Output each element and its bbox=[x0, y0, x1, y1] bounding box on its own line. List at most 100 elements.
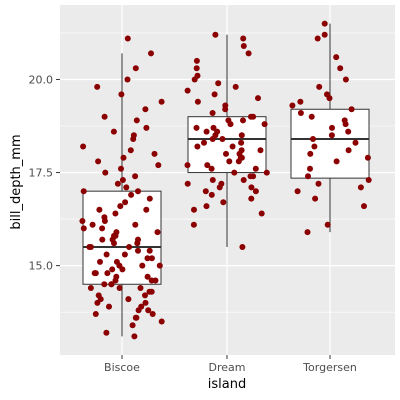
data-point bbox=[121, 251, 128, 258]
data-point bbox=[361, 203, 367, 210]
data-point bbox=[225, 117, 232, 124]
data-point bbox=[215, 80, 222, 87]
data-point bbox=[124, 35, 131, 42]
data-point bbox=[252, 165, 259, 172]
data-point bbox=[247, 173, 254, 180]
data-point bbox=[194, 143, 201, 150]
data-point bbox=[333, 54, 340, 61]
data-point bbox=[133, 117, 140, 124]
data-point bbox=[137, 285, 144, 291]
data-point bbox=[87, 285, 94, 291]
data-point bbox=[223, 150, 229, 157]
data-point bbox=[145, 307, 152, 314]
data-point bbox=[138, 303, 145, 310]
data-point bbox=[154, 229, 161, 236]
data-point bbox=[238, 139, 245, 146]
data-point bbox=[122, 199, 129, 206]
data-point bbox=[86, 244, 93, 250]
data-point bbox=[321, 20, 328, 27]
data-point bbox=[321, 31, 328, 38]
data-point bbox=[304, 229, 311, 236]
data-point bbox=[143, 206, 150, 213]
data-point bbox=[106, 303, 112, 310]
data-point bbox=[113, 229, 120, 236]
data-point bbox=[307, 165, 313, 172]
data-point bbox=[79, 218, 86, 224]
data-point bbox=[232, 83, 239, 90]
data-point bbox=[184, 87, 191, 94]
data-point bbox=[146, 288, 153, 295]
data-point bbox=[118, 91, 125, 98]
data-point bbox=[194, 72, 201, 79]
points-dream bbox=[184, 31, 270, 250]
data-point bbox=[124, 76, 131, 83]
data-point bbox=[328, 132, 335, 139]
data-point bbox=[94, 83, 101, 90]
data-point bbox=[240, 35, 247, 42]
data-point bbox=[135, 188, 141, 195]
data-point bbox=[128, 191, 135, 198]
data-point bbox=[108, 281, 115, 288]
data-point bbox=[348, 106, 355, 113]
data-point bbox=[238, 147, 245, 154]
data-point bbox=[255, 95, 261, 102]
data-point bbox=[131, 333, 138, 340]
data-point bbox=[345, 147, 352, 154]
x-tick-label: Dream bbox=[209, 361, 246, 374]
data-point bbox=[261, 121, 268, 128]
data-point bbox=[364, 154, 371, 161]
data-point bbox=[123, 184, 130, 191]
data-point bbox=[130, 132, 137, 139]
data-point bbox=[218, 180, 225, 187]
data-point bbox=[92, 311, 99, 317]
data-point bbox=[101, 281, 108, 288]
data-point bbox=[190, 221, 197, 228]
data-point bbox=[113, 258, 120, 265]
data-point bbox=[211, 91, 218, 98]
data-point bbox=[139, 262, 146, 269]
data-point bbox=[91, 270, 98, 277]
data-point bbox=[109, 266, 116, 273]
data-point bbox=[110, 128, 117, 135]
data-point bbox=[149, 311, 156, 317]
data-point bbox=[116, 285, 123, 291]
data-point bbox=[148, 50, 154, 57]
data-point bbox=[103, 251, 110, 258]
y-tick-label: 17.5 bbox=[29, 167, 54, 180]
data-point bbox=[252, 188, 259, 195]
data-point bbox=[203, 128, 210, 135]
data-point bbox=[203, 203, 210, 210]
data-point bbox=[257, 147, 264, 154]
points-torgersen bbox=[289, 20, 372, 236]
data-point bbox=[99, 236, 106, 243]
data-point bbox=[248, 184, 255, 191]
data-point bbox=[297, 98, 304, 105]
data-point bbox=[226, 158, 233, 165]
data-point bbox=[158, 98, 165, 105]
data-point bbox=[135, 236, 141, 243]
data-point bbox=[220, 199, 227, 206]
data-point bbox=[101, 214, 108, 221]
data-point bbox=[119, 177, 126, 183]
data-point bbox=[142, 299, 149, 306]
data-point bbox=[193, 65, 200, 72]
jitter-points bbox=[79, 20, 372, 340]
data-point bbox=[337, 65, 344, 72]
data-point bbox=[155, 162, 162, 169]
data-point bbox=[231, 169, 238, 176]
data-point bbox=[342, 76, 349, 83]
data-point bbox=[341, 117, 348, 124]
data-point bbox=[294, 188, 301, 195]
x-tick-label: Biscoe bbox=[104, 361, 140, 374]
data-point bbox=[229, 143, 236, 150]
data-point bbox=[118, 165, 124, 172]
data-point bbox=[248, 195, 255, 202]
data-point bbox=[117, 203, 124, 210]
data-point bbox=[333, 158, 340, 165]
data-point bbox=[345, 128, 352, 135]
data-point bbox=[209, 110, 216, 116]
data-point bbox=[99, 225, 106, 232]
data-point bbox=[101, 113, 108, 120]
data-point bbox=[125, 296, 132, 303]
data-point bbox=[95, 292, 102, 299]
